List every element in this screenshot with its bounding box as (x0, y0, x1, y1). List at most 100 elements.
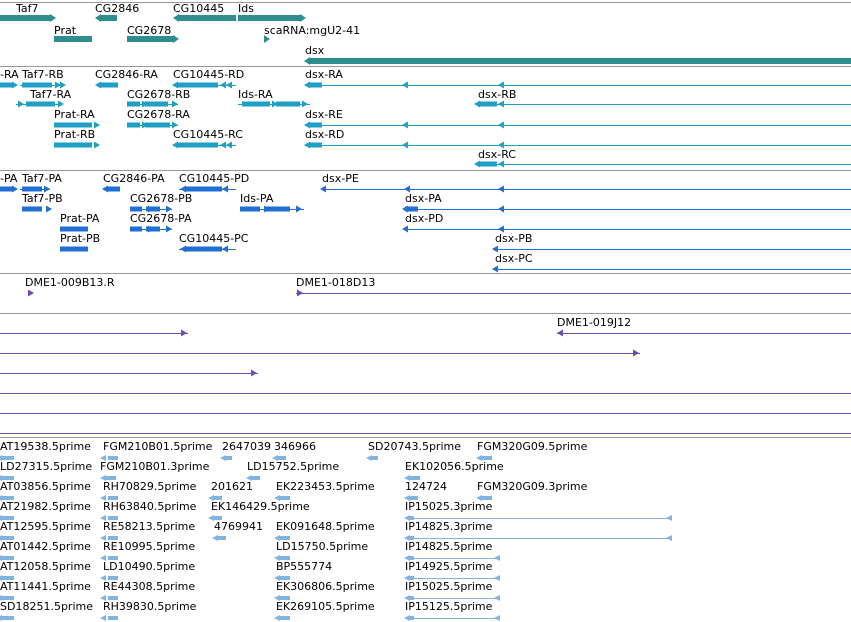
est-feature[interactable]: IP15025.5prime (404, 580, 500, 601)
est-feature[interactable]: IP14925.5prime (404, 560, 500, 581)
est-feature[interactable]: AT01442.5prime (0, 540, 91, 561)
protein-feature[interactable]: dsx-PA (402, 192, 851, 213)
est-feature[interactable]: 4769941 (212, 520, 263, 541)
protein-feature[interactable]: CG10445-PD (179, 172, 249, 193)
transcript-feature[interactable]: dsx-RD (304, 128, 851, 149)
feature-label: Ids-PA (240, 192, 274, 205)
est-feature[interactable]: AT12595.5prime (0, 520, 91, 541)
transcript-feature[interactable]: -RA (0, 68, 19, 89)
clone-feature[interactable]: DME1-019J12 (557, 316, 851, 337)
est-feature[interactable]: RH70829.5prime (100, 480, 197, 501)
transcript-feature[interactable]: CG2846-RA (95, 68, 158, 89)
transcript-feature[interactable]: dsx-RC (474, 148, 851, 168)
feature-label: AT12058.5prime (0, 560, 91, 573)
feature-label: CG2846-RA (95, 68, 158, 81)
est-feature[interactable]: RE10995.5prime (100, 540, 195, 561)
feature-label: AT19538.5prime (0, 440, 91, 453)
protein-feature[interactable]: dsx-PC (492, 252, 851, 273)
feature-label: AT12595.5prime (0, 520, 91, 533)
transcript-feature[interactable]: CG2678-RA (127, 108, 190, 129)
est-feature[interactable]: SD18251.5prime (0, 600, 93, 621)
gene-feature[interactable]: CG10445 (173, 2, 236, 22)
transcript-feature[interactable]: dsx-RE (304, 108, 851, 129)
transcript-feature[interactable]: Prat-RA (54, 108, 100, 129)
protein-feature[interactable]: CG10445-PC (179, 232, 249, 253)
protein-feature[interactable]: Prat-PA (60, 212, 100, 232)
protein-feature[interactable]: dsx-PB (492, 232, 851, 253)
feature-label: CG2678 (127, 24, 171, 37)
protein-feature[interactable]: Ids-PA (240, 192, 304, 213)
est-feature[interactable]: RH39830.5prime (100, 600, 197, 621)
est-feature[interactable]: AT03856.5prime (0, 480, 91, 501)
protein-feature[interactable]: Prat-PB (60, 232, 100, 252)
feature-label: CG10445-RD (173, 68, 244, 81)
gene-feature[interactable]: scaRNA:mgU2-41 (264, 24, 360, 43)
est-feature[interactable]: IP14825.5prime (404, 540, 500, 561)
est-feature[interactable]: FGM210B01.5prime (100, 440, 213, 461)
feature-label: RE10995.5prime (103, 540, 195, 553)
clone-feature[interactable]: DME1-018D13 (296, 276, 851, 297)
est-feature[interactable]: 124724 (404, 480, 447, 501)
protein-feature[interactable]: CG2678-PB (130, 192, 192, 213)
est-feature[interactable]: EK306806.5prime (274, 580, 375, 601)
transcript-feature[interactable]: Ids-RA (238, 88, 310, 108)
est-feature[interactable]: SD20743.5prime (366, 440, 461, 461)
est-feature[interactable]: EK269105.5prime (274, 600, 375, 621)
protein-feature[interactable]: Taf7-PB (21, 192, 63, 213)
est-feature[interactable]: LD15752.5prime (246, 460, 339, 481)
transcript-feature[interactable]: dsx-RA (304, 68, 851, 89)
est-feature[interactable]: LD10490.5prime (100, 560, 195, 581)
est-feature[interactable]: RE44308.5prime (100, 580, 195, 601)
feature-label: dsx-RE (305, 108, 343, 121)
est-feature[interactable]: LD27315.5prime (0, 460, 92, 481)
protein-feature[interactable]: CG2846-PA (102, 172, 165, 193)
gene-feature[interactable]: CG2846 (95, 2, 139, 22)
est-feature[interactable]: FGM320G09.3prime (476, 480, 588, 501)
est-feature[interactable]: IP14825.3prime (404, 520, 672, 541)
transcript-feature[interactable]: dsx-RB (474, 88, 851, 108)
protein-feature[interactable]: dsx-PE (320, 172, 851, 193)
est-feature[interactable]: BP555774 (274, 560, 332, 581)
clone-feature[interactable]: DME1-009B13.R (25, 276, 115, 297)
protein-feature[interactable]: Taf7-PA (20, 172, 62, 193)
est-feature[interactable]: RH63840.5prime (100, 500, 197, 521)
est-feature[interactable]: FGM210B01.3prime (100, 460, 210, 481)
est-feature[interactable]: LD15750.5prime (274, 540, 368, 561)
est-feature[interactable]: 2647039 (220, 440, 271, 461)
est-feature[interactable]: AT19538.5prime (0, 440, 91, 461)
protein-feature[interactable]: -PA (0, 172, 18, 193)
feature-label: -RA (0, 68, 19, 81)
feature-label: RH70829.5prime (103, 480, 197, 493)
gene-feature[interactable]: Taf7 (0, 2, 56, 22)
feature-label: CG10445-PC (179, 232, 249, 245)
transcript-feature[interactable]: Taf7-RA (16, 88, 72, 108)
transcript-feature[interactable]: CG10445-RC (172, 128, 243, 149)
est-feature[interactable]: AT21982.5prime (0, 500, 91, 521)
est-feature[interactable]: EK223453.5prime (274, 480, 375, 501)
protein-feature[interactable]: dsx-PD (402, 212, 851, 233)
feature-label: DME1-009B13.R (25, 276, 115, 289)
protein-feature[interactable]: CG2678-PA (130, 212, 192, 233)
gene-feature[interactable]: CG2678 (127, 24, 179, 43)
est-feature[interactable]: 346966 (272, 440, 316, 461)
gene-feature[interactable]: dsx (304, 44, 851, 65)
feature-label: LD27315.5prime (0, 460, 92, 473)
est-feature[interactable]: 201621 (208, 480, 253, 501)
gene-feature[interactable]: Prat (54, 24, 92, 42)
gene-feature[interactable]: Ids (238, 2, 306, 22)
feature-label: IP14825.3prime (405, 520, 493, 533)
feature-label: DME1-018D13 (296, 276, 375, 289)
est-feature[interactable]: EK091648.5prime (274, 520, 375, 541)
est-feature[interactable]: IP15025.3prime (404, 500, 672, 521)
est-feature[interactable]: AT11441.5prime (0, 580, 91, 601)
transcript-feature[interactable]: CG2678-RB (127, 88, 190, 108)
transcript-feature[interactable]: CG10445-RD (172, 68, 244, 89)
est-feature[interactable]: RE58213.5prime (100, 520, 195, 541)
est-feature[interactable]: FGM320G09.5prime (476, 440, 588, 461)
transcript-feature[interactable]: Prat-RB (54, 128, 100, 149)
est-feature[interactable]: IP15125.5prime (404, 600, 500, 621)
est-feature[interactable]: AT12058.5prime (0, 560, 91, 581)
transcript-feature[interactable]: Taf7-RB (20, 68, 66, 89)
est-feature[interactable]: EK102056.5prime (404, 460, 504, 481)
est-feature[interactable]: EK146429.5prime (208, 500, 310, 521)
